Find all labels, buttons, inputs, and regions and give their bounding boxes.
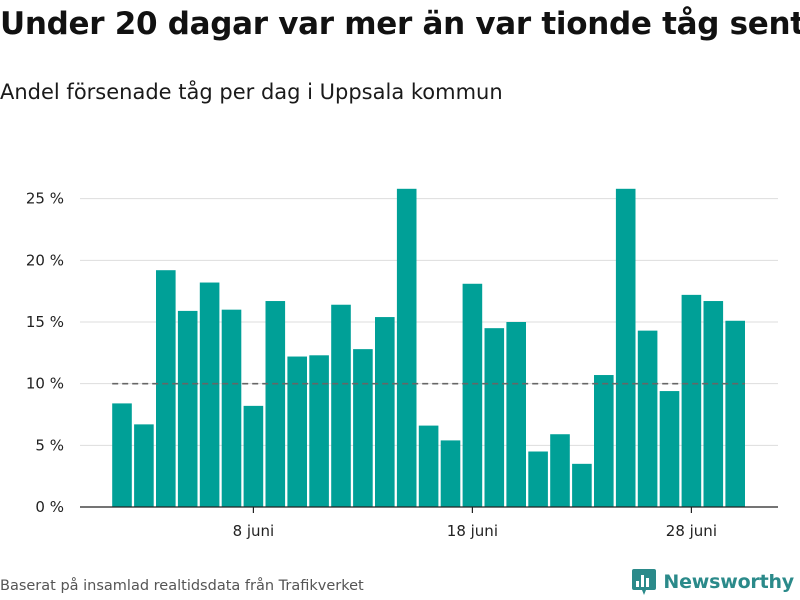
bar [331, 304, 351, 507]
bar [550, 434, 570, 507]
bar [199, 282, 220, 507]
bar [287, 356, 307, 507]
bar [594, 375, 614, 507]
chart-title: Under 20 dagar var mer än var tionde tåg… [0, 6, 800, 42]
bar [681, 294, 702, 507]
bar [615, 188, 636, 508]
y-tick-label: 15 % [26, 313, 64, 331]
bar [243, 405, 264, 507]
bar [309, 355, 329, 507]
y-tick-label: 10 % [26, 375, 64, 393]
bar [703, 301, 724, 507]
bar [353, 349, 373, 507]
bar [375, 317, 395, 507]
bar [462, 283, 483, 507]
bar [572, 463, 592, 507]
bar [659, 391, 680, 507]
bar [418, 425, 439, 507]
newsworthy-logo-icon [632, 569, 657, 595]
bar [637, 330, 658, 507]
x-tick-label: 28 juni [666, 522, 717, 540]
bar [506, 322, 526, 507]
brand-logo: Newsworthy [631, 568, 794, 596]
bar [177, 310, 198, 507]
bar [112, 403, 132, 507]
chart-subtitle: Andel försenade tåg per dag i Uppsala ko… [0, 80, 503, 104]
brand-name: Newsworthy [663, 571, 794, 593]
bar [396, 188, 417, 508]
bar [265, 301, 286, 507]
y-tick-label: 20 % [26, 251, 64, 269]
bar [134, 424, 154, 507]
x-tick-label: 8 juni [233, 522, 275, 540]
bar [156, 270, 176, 507]
bar [221, 309, 242, 507]
y-tick-label: 0 % [35, 498, 64, 516]
axes: 0 % 5 % 10 % 15 % 20 % 25 % 8 juni 18 juni 28 ju… [26, 190, 778, 540]
bar [440, 440, 461, 507]
source-footnote: Baserat på insamlad realtidsdata från Tr… [0, 578, 364, 594]
bar-series [112, 188, 745, 508]
bar [528, 451, 548, 507]
bar [484, 328, 505, 507]
bar [725, 320, 745, 507]
y-tick-label: 5 % [35, 436, 64, 454]
y-tick-label: 25 % [26, 190, 64, 208]
x-tick-label: 18 juni [447, 522, 498, 540]
